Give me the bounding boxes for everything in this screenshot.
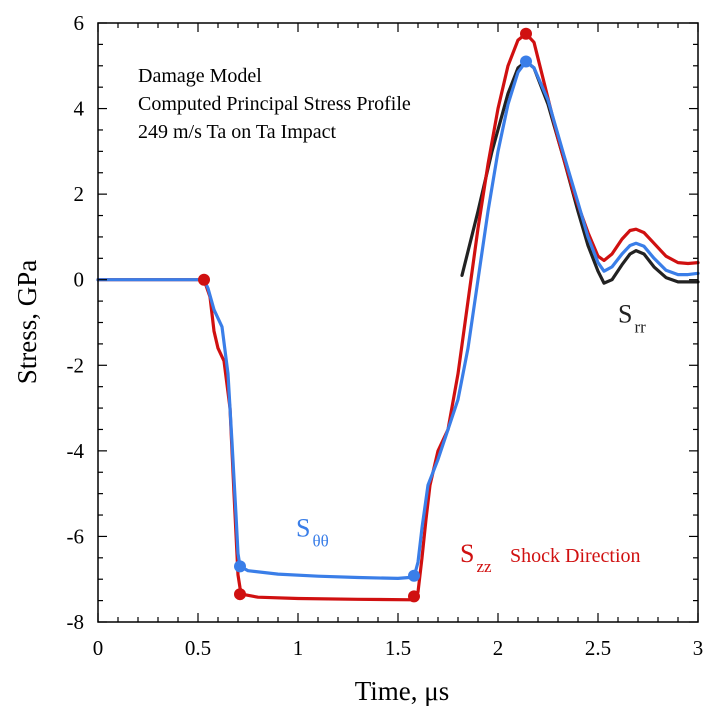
data-marker <box>198 273 210 286</box>
data-marker <box>408 569 420 582</box>
x-tick-label: 2 <box>493 636 504 660</box>
y-tick-label: 4 <box>74 97 85 121</box>
y-tick-label: -2 <box>67 353 85 377</box>
y-tick-label: 0 <box>74 268 85 292</box>
y-tick-label: -8 <box>67 610 85 634</box>
series-line-1 <box>96 32 700 602</box>
data-marker <box>408 590 420 603</box>
x-tick-label: 1 <box>293 636 304 660</box>
annotation-block: Damage Model Computed Principal Stress P… <box>138 65 411 143</box>
data-marker <box>234 588 246 601</box>
series-line-2 <box>96 59 700 580</box>
data-marker <box>234 560 246 573</box>
x-axis-title: Time, μs <box>355 676 450 706</box>
annotation-line-description: Computed Principal Stress Profile <box>138 93 411 115</box>
y-tick-label: -4 <box>67 439 85 463</box>
x-tick-label: 1.5 <box>385 636 411 660</box>
axis-ticks <box>97 22 699 623</box>
y-tick-label: 6 <box>74 11 85 35</box>
annotation-line-model: Damage Model <box>138 65 262 87</box>
series-line-0 <box>460 59 700 285</box>
x-tick-label: 3 <box>693 636 704 660</box>
series-lines <box>96 32 700 602</box>
shock-direction-label: Shock Direction <box>510 545 641 567</box>
x-tick-label: 0.5 <box>185 636 211 660</box>
y-axis-title: Stress, GPa <box>12 260 42 385</box>
tick-labels: 0 0.5 1 1.5 2 2.5 3 -8 -6 -4 -2 0 2 4 6 <box>67 11 704 660</box>
x-tick-label: 2.5 <box>585 636 611 660</box>
series-markers <box>198 27 532 603</box>
data-marker <box>520 27 532 40</box>
annotation-line-impact: 249 m/s Ta on Ta Impact <box>138 121 337 143</box>
y-tick-label: -6 <box>67 524 85 548</box>
y-tick-label: 2 <box>74 182 85 206</box>
x-tick-label: 0 <box>93 636 104 660</box>
data-marker <box>520 55 532 68</box>
